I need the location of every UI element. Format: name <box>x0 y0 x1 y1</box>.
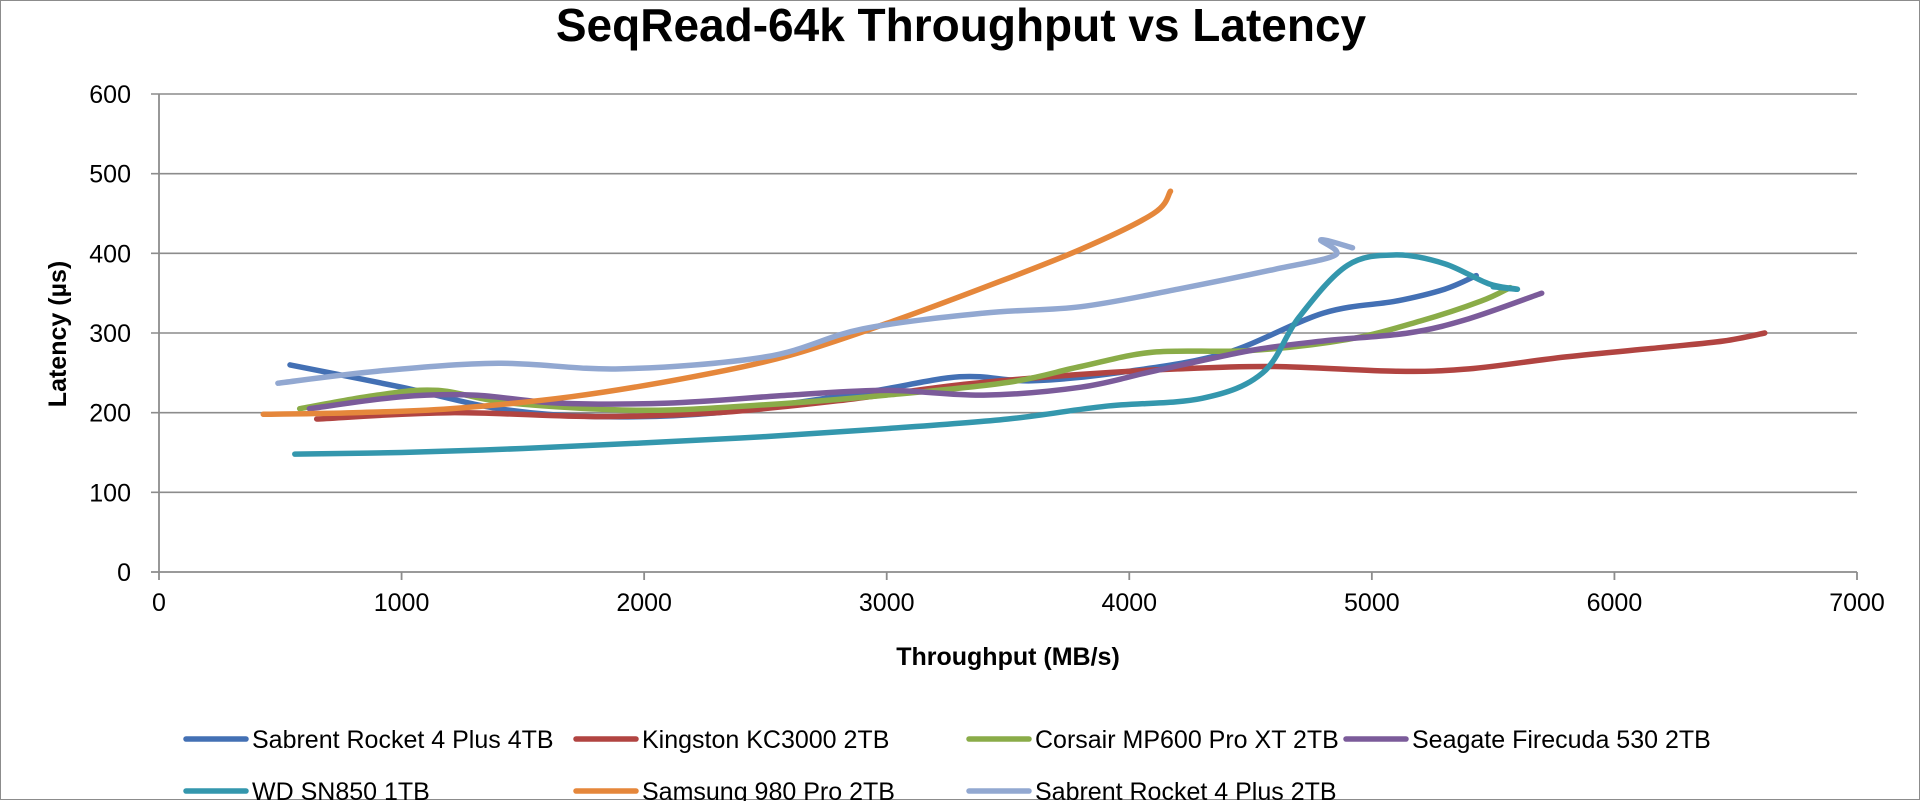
x-tick-label: 1000 <box>374 589 430 617</box>
x-tick-label: 0 <box>152 589 166 617</box>
series-line-kingston-kc3000-2tb <box>313 330 1768 422</box>
legend: Sabrent Rocket 4 Plus 4TB Kingston KC3000… <box>183 726 1711 801</box>
x-tick-label: 7000 <box>1829 589 1885 617</box>
y-tick-label: 200 <box>89 400 131 428</box>
series-line-seagate-firecuda-530-2tb <box>306 290 1545 412</box>
legend-item-sabrent-rocket-4-plus-2tb: Sabrent Rocket 4 Plus 2TB <box>966 778 1337 801</box>
x-tick-label: 4000 <box>1101 589 1157 617</box>
x-tick-label: 3000 <box>859 589 915 617</box>
legend-item-kingston-kc3000-2tb: Kingston KC3000 2TB <box>573 726 889 754</box>
y-tick-label: 100 <box>89 479 131 507</box>
legend-label: Kingston KC3000 2TB <box>642 726 889 754</box>
legend-label: WD SN850 1TB <box>252 778 430 801</box>
legend-item-samsung-980-pro-2tb: Samsung 980 Pro 2TB <box>573 778 895 801</box>
y-axis-label: Latency (µs) <box>44 261 72 407</box>
y-tick-label: 0 <box>117 559 131 587</box>
legend-label: Corsair MP600 Pro XT 2TB <box>1035 726 1339 754</box>
y-tick-label: 500 <box>89 161 131 189</box>
legend-label: Samsung 980 Pro 2TB <box>642 778 895 801</box>
grid-layer <box>151 93 1857 573</box>
y-tick-label: 600 <box>89 81 131 109</box>
x-tick-label: 2000 <box>616 589 672 617</box>
legend-item-sabrent-rocket-4-plus-4tb: Sabrent Rocket 4 Plus 4TB <box>183 726 554 754</box>
series-layer <box>260 188 1768 457</box>
x-tick-label: 5000 <box>1344 589 1400 617</box>
chart-title: SeqRead-64k Throughput vs Latency <box>556 1 1367 51</box>
series-line-sabrent-rocket-4-plus-2tb <box>275 236 1356 386</box>
series-line-samsung-980-pro-2tb <box>260 188 1174 418</box>
legend-item-corsair-mp600-pro-xt-2tb: Corsair MP600 Pro XT 2TB <box>966 726 1339 754</box>
legend-label: Seagate Firecuda 530 2TB <box>1412 726 1711 754</box>
legend-item-wd-sn850-1tb: WD SN850 1TB <box>183 778 430 801</box>
y-tick-label: 400 <box>89 240 131 268</box>
x-axis-label: Throughput (MB/s) <box>896 643 1120 671</box>
legend-label: Sabrent Rocket 4 Plus 4TB <box>252 726 554 754</box>
legend-label: Sabrent Rocket 4 Plus 2TB <box>1035 778 1337 801</box>
x-tick-label: 6000 <box>1587 589 1643 617</box>
y-tick-label: 300 <box>89 320 131 348</box>
series-line-wd-sn850-1tb <box>292 252 1521 457</box>
legend-item-seagate-firecuda-530-2tb: Seagate Firecuda 530 2TB <box>1343 726 1711 754</box>
series-line-sabrent-rocket-4-plus-4tb <box>287 272 1479 420</box>
